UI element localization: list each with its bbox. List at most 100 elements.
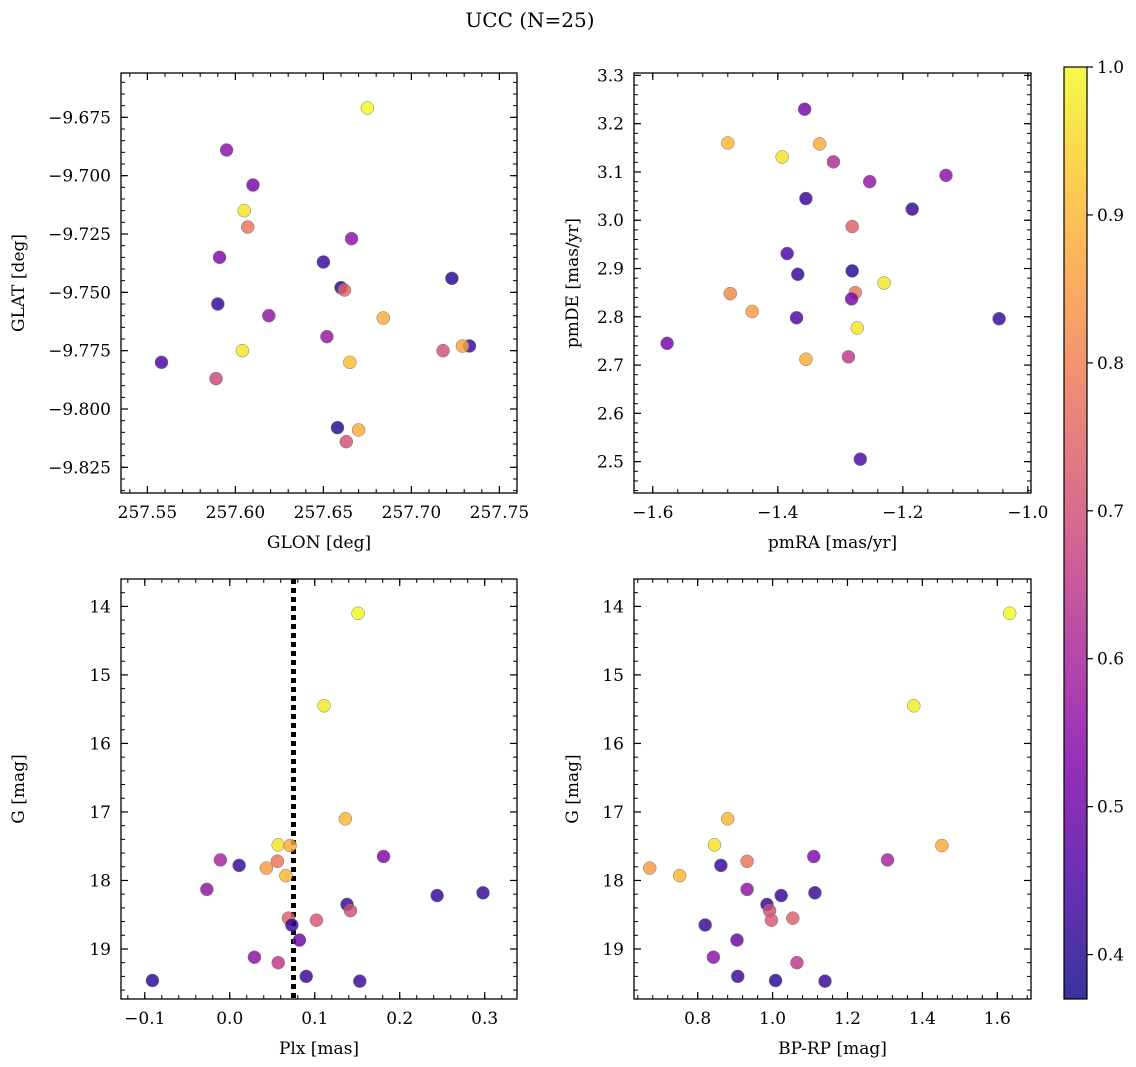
y-tick-label: −9.675: [48, 108, 111, 128]
point-glon-glat-12: [262, 308, 276, 323]
y-tick-label: 18: [602, 871, 624, 891]
point-bprp-g-17: [764, 913, 779, 927]
point-plx-g-7: [270, 854, 285, 869]
point-pmra-pmde-22: [841, 350, 856, 364]
x-tick-label: −1.0: [1007, 503, 1048, 523]
point-plx-g-0: [351, 606, 365, 621]
x-tick-label: −1.6: [632, 503, 673, 523]
point-pmra-pmde-7: [799, 191, 813, 206]
point-glon-glat-8: [445, 271, 459, 286]
point-bprp-g-3: [707, 838, 722, 852]
point-plx-g-9: [259, 861, 274, 875]
scatter-points: [642, 606, 1017, 988]
colorbar-tick-label: 0.9: [1097, 206, 1124, 226]
y-tick-label: 19: [602, 940, 624, 960]
point-plx-g-5: [376, 849, 391, 864]
point-bprp-g-13: [774, 888, 788, 903]
y-axis-label: GLAT [deg]: [9, 234, 29, 332]
point-bprp-g-10: [672, 868, 687, 883]
y-tick-label: 17: [602, 803, 624, 823]
point-plx-g-11: [200, 882, 214, 897]
point-glon-glat-19: [154, 355, 169, 370]
point-pmra-pmde-13: [877, 276, 891, 290]
colorbar: 0.4 0.5 0.6 0.7 0.8 0.9 1.0: [1063, 58, 1124, 1000]
x-tick-label: −1.4: [757, 503, 798, 523]
x-tick-label: −1.2: [882, 503, 923, 523]
point-pmra-pmde-23: [799, 352, 813, 367]
x-tick-label: 257.70: [382, 503, 441, 523]
y-tick-label: 3.1: [597, 163, 624, 183]
point-plx-g-17: [309, 913, 324, 927]
point-glon-glat-4: [240, 220, 255, 234]
x-tick-label: 257.75: [470, 503, 529, 523]
point-bprp-g-16: [786, 911, 800, 925]
y-tick-label: 2.9: [597, 260, 624, 280]
x-axis-label: GLON [deg]: [267, 533, 371, 553]
point-pmra-pmde-4: [826, 155, 841, 169]
point-glon-glat-11: [211, 297, 225, 311]
point-pmra-pmde-9: [845, 219, 859, 234]
point-plx-g-6: [213, 853, 228, 867]
y-tick-label: 18: [89, 871, 111, 891]
point-plx-g-10: [279, 868, 293, 883]
point-pmra-pmde-12: [791, 267, 805, 282]
point-pmra-pmde-21: [660, 336, 674, 351]
y-tick-label: −9.775: [48, 342, 111, 362]
colorbar-tick-label: 1.0: [1097, 58, 1124, 78]
x-tick-label: 257.65: [294, 503, 353, 523]
point-glon-glat-3: [237, 203, 251, 218]
point-plx-g-22: [299, 969, 314, 984]
axes-frame: [633, 72, 1032, 494]
y-tick-label: 2.7: [597, 356, 624, 376]
point-glon-glat-23: [351, 423, 366, 437]
point-bprp-g-5: [807, 849, 821, 864]
x-tick-label: 0.8: [684, 1009, 711, 1029]
y-tick-label: 3.0: [597, 211, 624, 231]
x-tick-label: 1.6: [984, 1009, 1011, 1029]
figure-title: UCC (N=25): [465, 8, 594, 32]
point-glon-glat-0: [360, 101, 375, 115]
point-glon-glat-15: [235, 343, 250, 358]
point-pmra-pmde-1: [721, 136, 735, 150]
y-tick-label: −9.725: [48, 225, 111, 245]
scatter-points: [660, 102, 1006, 466]
point-plx-g-19: [292, 933, 307, 947]
y-tick-label: −9.800: [48, 400, 111, 420]
point-pmra-pmde-18: [789, 311, 804, 325]
point-glon-glat-13: [376, 311, 390, 325]
colorbar-tick-label: 0.4: [1097, 946, 1124, 966]
point-glon-glat-6: [212, 250, 227, 265]
point-plx-g-20: [247, 950, 262, 964]
point-pmra-pmde-10: [780, 246, 794, 261]
y-tick-label: 2.6: [597, 404, 624, 424]
x-tick-label: 1.4: [909, 1009, 936, 1029]
scatter-points: [154, 101, 477, 449]
x-tick-label: 0.2: [386, 1009, 413, 1029]
point-pmra-pmde-8: [905, 202, 919, 216]
y-tick-label: 3.3: [597, 66, 624, 86]
point-glon-glat-24: [339, 434, 354, 449]
point-bprp-g-12: [808, 886, 822, 900]
point-glon-glat-5: [344, 231, 359, 246]
y-tick-label: 19: [89, 940, 111, 960]
point-bprp-g-4: [935, 838, 949, 853]
point-bprp-g-19: [730, 933, 744, 947]
colorbar-gradient: [1063, 66, 1088, 1000]
panel-pmra-pmde: −1.6 −1.4 −1.2 −1.0 2.5 2.6 2.7 2.8 2.9 3.0 3.1 3.2…: [563, 66, 1049, 553]
point-bprp-g-9: [642, 861, 657, 875]
x-axis-label: BP-RP [mag]: [778, 1039, 887, 1059]
point-plx-g-3: [271, 838, 285, 852]
x-tick-label: −0.1: [124, 1009, 165, 1029]
axes-frame: [633, 578, 1032, 1000]
point-plx-g-12: [476, 886, 490, 900]
point-plx-g-24: [353, 974, 367, 988]
x-tick-label: 0.0: [216, 1009, 243, 1029]
point-glon-glat-21: [209, 371, 223, 386]
colorbar-tick-label: 0.6: [1097, 650, 1124, 670]
point-plx-g-4: [283, 838, 297, 853]
point-pmra-pmde-16: [844, 292, 859, 306]
y-tick-label: 17: [89, 803, 111, 823]
y-tick-label: 16: [89, 734, 111, 754]
y-axis-label: G [mag]: [9, 754, 29, 823]
